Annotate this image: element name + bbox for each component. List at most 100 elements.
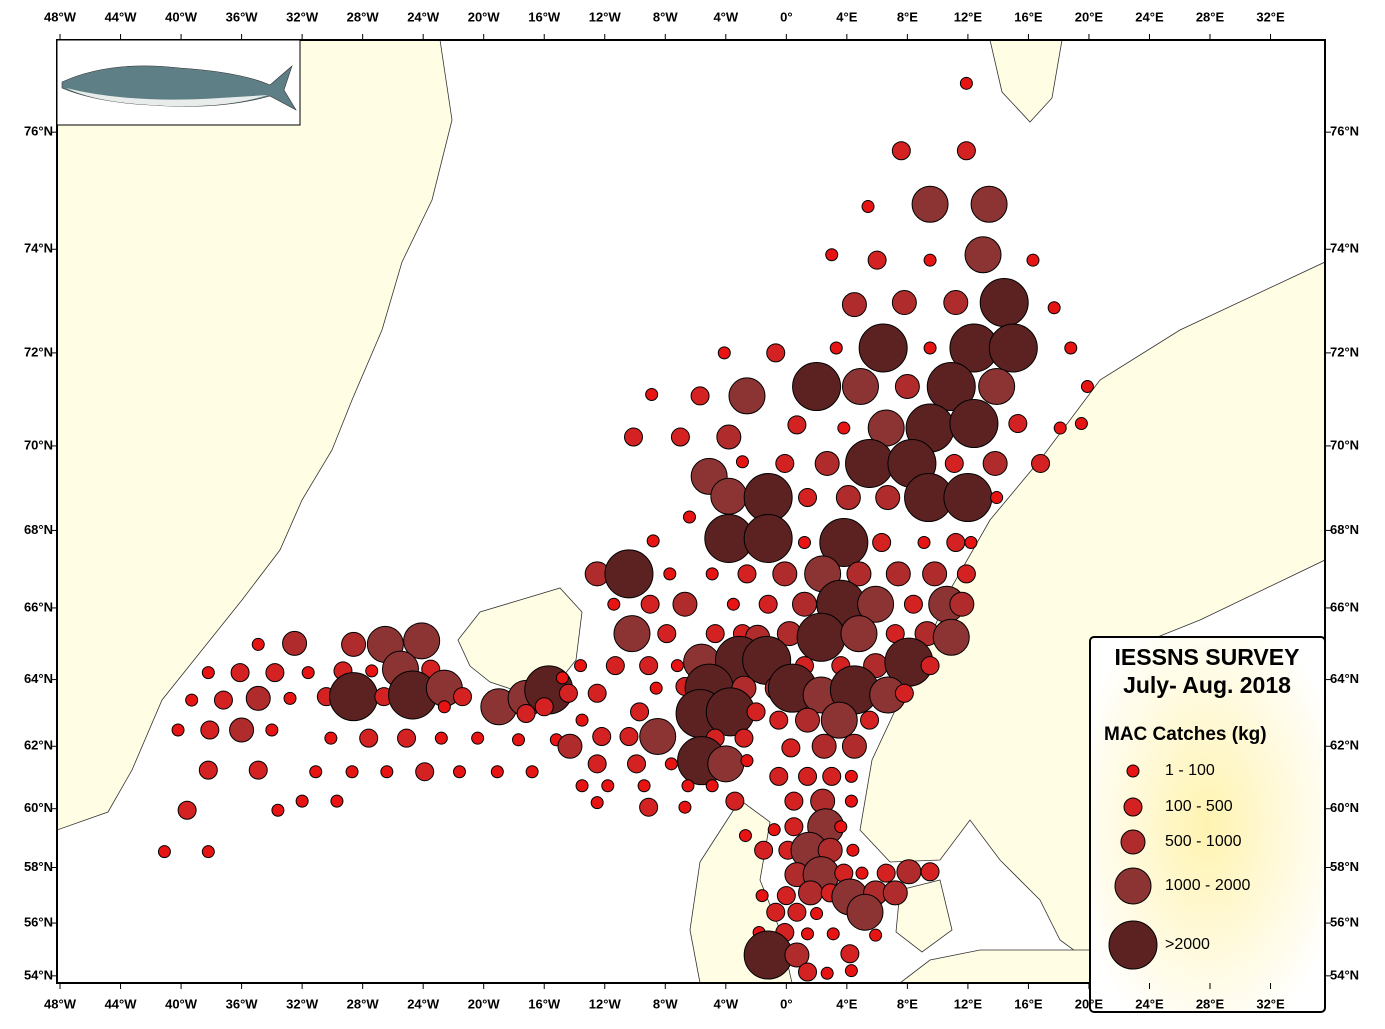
station-bubble [920,862,940,882]
legend-label: 100 - 500 [1165,798,1233,815]
station-bubble [923,253,937,267]
station-bubble [663,567,677,581]
station-bubble [844,964,858,978]
station-bubble [923,341,937,355]
station-bubble [840,944,860,964]
station-bubble [787,902,807,922]
legend-symbol [1114,867,1152,905]
station-bubble [943,290,969,316]
station-bubble [453,687,473,707]
station-bubble [769,710,789,730]
station-bubble [776,886,796,906]
station-bubble [922,561,948,587]
station-bubble [490,765,504,779]
station-bubble [959,76,973,90]
station-bubble [810,907,824,921]
station-bubble [627,754,647,774]
station-bubble [844,769,858,783]
station-bubble [978,368,1016,406]
x-tick-label: 20°W [468,996,501,1011]
station-bubble [607,597,621,611]
x-tick-label: 20°E [1075,9,1104,24]
station-bubble [592,727,612,747]
station-bubble [1026,253,1040,267]
station-bubble [380,765,394,779]
station-bubble [201,845,215,859]
station-bubble [840,615,878,653]
station-bubble [826,927,840,941]
station-bubble [846,893,884,931]
station-bubble [587,754,607,774]
station-bubble [248,760,268,780]
station-bubble [171,723,185,737]
station-bubble [534,697,554,717]
x-tick-label: 32°E [1256,996,1285,1011]
station-bubble [844,794,858,808]
y-tick-label: 72°N [24,344,53,359]
x-tick-label: 40°W [165,996,198,1011]
station-bubble [791,591,817,617]
x-tick-label: 32°E [1256,9,1285,24]
legend-symbol [1120,829,1146,855]
station-bubble [359,728,379,748]
x-tick-label: 28°W [347,996,380,1011]
x-tick-label: 4°E [836,9,857,24]
station-bubble [903,594,923,614]
station-bubble [784,791,804,811]
station-bubble [796,612,846,662]
station-bubble [811,733,837,759]
station-bubble [1047,301,1061,315]
station-bubble [754,840,774,860]
x-tick-label: 8°W [653,996,678,1011]
x-tick-label: 12°W [589,996,622,1011]
station-bubble [201,666,215,680]
fish-inset [56,39,301,126]
x-tick-label: 12°W [589,9,622,24]
station-bubble [587,683,607,703]
station-bubble [664,757,678,771]
station-bubble [1053,421,1067,435]
station-bubble [867,250,887,270]
svalbard [989,40,1063,123]
y-tick-label: 60°N [1330,800,1359,815]
map-frame [56,39,1326,984]
station-bubble [775,453,795,473]
station-bubble [841,368,879,406]
station-bubble [639,656,659,676]
station-bubble [917,535,931,549]
station-bubble [766,343,786,363]
station-bubble [646,534,660,548]
station-bubble [956,564,976,584]
station-bubble [705,624,725,644]
station-bubble [861,200,875,214]
station-bubble [601,779,615,793]
x-tick-label: 44°W [105,996,138,1011]
y-tick-label: 60°N [24,800,53,815]
station-bubble [781,738,801,758]
station-bubble [575,779,589,793]
station-bubble [630,702,650,722]
x-tick-label: 4°W [713,996,738,1011]
station-bubble [970,185,1008,223]
station-bubble [624,427,644,447]
station-bubble [681,779,695,793]
x-tick-label: 16°E [1014,996,1043,1011]
station-bubble [670,427,690,447]
x-tick-label: 0° [780,996,792,1011]
station-bubble [717,346,731,360]
y-tick-label: 66°N [1330,599,1359,614]
station-bubble [784,817,804,837]
station-bubble [301,666,315,680]
station-bubble [787,415,807,435]
station-bubble [857,585,895,623]
station-bubble [283,691,297,705]
station-bubble [735,455,749,469]
station-bubble [767,823,781,837]
station-bubble [728,377,766,415]
station-bubble [766,902,786,922]
x-tick-label: 8°E [897,996,918,1011]
y-tick-label: 58°N [1330,859,1359,874]
station-bubble [769,766,789,786]
station-bubble [198,760,218,780]
station-bubble [512,733,526,747]
